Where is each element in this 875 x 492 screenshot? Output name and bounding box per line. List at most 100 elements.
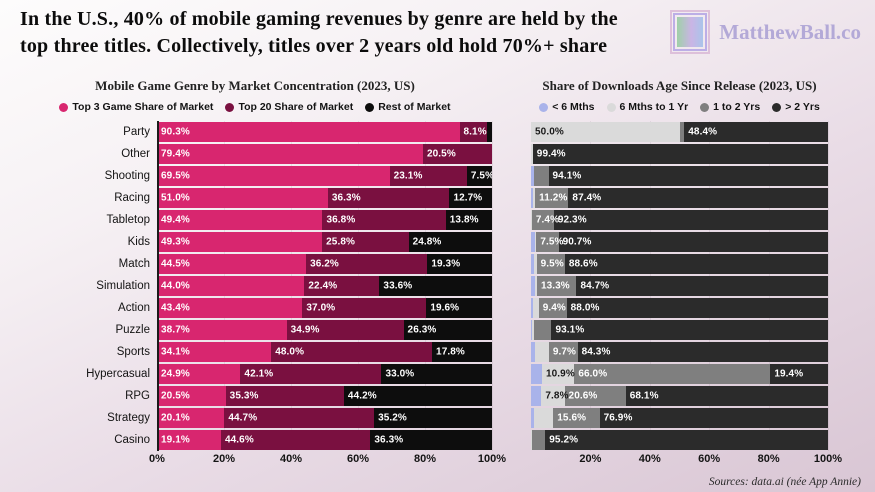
bar-value-label: 9.4% <box>542 302 566 314</box>
bar-track: 9.7% 84.3% <box>531 342 828 362</box>
bar-segment: 22.4% <box>304 276 380 296</box>
bar-value-label: 88.0% <box>570 302 600 314</box>
bar-segment: 44.5% <box>157 254 307 274</box>
x-axis-tick-label: 60% <box>346 453 370 465</box>
category-label: Party <box>123 126 150 138</box>
category-label: Hypercasual <box>86 368 150 380</box>
bar-value-label: 7.5% <box>470 170 492 182</box>
bar-track: 34.1% 48.0% 17.8% <box>157 342 492 362</box>
bar-segment: 93.1% <box>551 320 828 340</box>
bar-segment <box>531 254 534 274</box>
bar-row: Tabletop 49.4% 36.8% 13.8% <box>18 209 492 231</box>
bar-segment <box>534 276 537 296</box>
bar-value-label: 44.0% <box>161 280 190 292</box>
bar-value-label: 15.6% <box>557 412 587 424</box>
legend-swatch-icon <box>772 102 782 112</box>
bar-value-label: 94.1% <box>552 170 582 182</box>
bar-value-label: 84.7% <box>580 280 610 292</box>
bar-row: Party 90.3% 8.1% <box>18 121 492 143</box>
bar-segment: 15.6% <box>553 408 600 428</box>
bar-track: 79.4% 20.5% <box>157 144 492 164</box>
bar-segment: 9.5% <box>536 254 565 274</box>
bar-row: Kids 49.3% 25.8% 24.8% <box>18 231 492 253</box>
bar-segment: 33.0% <box>381 364 492 384</box>
bar-track: 44.0% 22.4% 33.6% <box>157 276 492 296</box>
bar-value-label: 95.2% <box>549 434 579 446</box>
bar-segment: 24.8% <box>408 232 492 252</box>
legend-item: 1 to 2 Yrs <box>700 101 760 113</box>
bar-value-label: 13.8% <box>449 214 479 226</box>
bar-track: 11.2% 87.4% <box>531 188 828 208</box>
bar-segment: 35.3% <box>225 386 344 406</box>
x-axis-tick-label: 100% <box>477 453 507 465</box>
legend-label: 1 to 2 Yrs <box>713 101 761 113</box>
bar-segment <box>531 430 546 450</box>
source-attribution: Sources: data.ai (née App Annie) <box>708 476 861 488</box>
bar-segment <box>533 188 536 208</box>
legend-swatch-icon <box>539 102 549 112</box>
logo-inner-frame <box>673 13 708 51</box>
bar-segment: 44.2% <box>343 386 492 406</box>
bar-track: 20.5% 35.3% 44.2% <box>157 386 492 406</box>
bar-segment: 33.6% <box>379 276 492 296</box>
brand-logo-icon <box>670 10 711 54</box>
bar-row: Hypercasual 24.9% 42.1% 33.0% <box>18 363 492 385</box>
bar-value-label: 11.2% <box>539 192 568 204</box>
x-axis-tick-label: 0% <box>149 453 165 465</box>
bar-value-label: 76.9% <box>603 412 633 424</box>
bar-segment: 44.7% <box>224 408 375 428</box>
bar-row: 94.1% <box>531 165 828 187</box>
legend-swatch-icon <box>59 102 69 112</box>
bar-value-label: 19.4% <box>774 368 804 380</box>
bar-row: 10.9% 66.0% 19.4% <box>531 363 828 385</box>
x-axis-tick-label: 80% <box>413 453 437 465</box>
bar-value-label: 90.3% <box>161 126 190 138</box>
bar-value-label: 88.6% <box>568 258 598 270</box>
bar-segment: 36.2% <box>306 254 428 274</box>
bar-track: 9.5% 88.6% <box>531 254 828 274</box>
x-axis-tick-label: 100% <box>813 453 843 465</box>
bar-value-label: 92.3% <box>557 214 587 226</box>
category-label: Puzzle <box>115 324 150 336</box>
bar-value-label: 35.3% <box>229 390 259 402</box>
bar-segment: 66.0% <box>574 364 771 384</box>
bar-value-label: 34.9% <box>290 324 320 336</box>
bar-segment <box>534 232 537 252</box>
bar-segment: 36.3% <box>370 430 492 450</box>
bar-segment: 38.7% <box>157 320 287 340</box>
bar-segment: 99.4% <box>532 144 828 164</box>
bar-segment <box>531 276 535 296</box>
bar-track: 49.4% 36.8% 13.8% <box>157 210 492 230</box>
bar-value-label: 19.1% <box>161 434 190 446</box>
category-label: Kids <box>127 236 150 248</box>
category-label: Action <box>118 302 150 314</box>
bar-track: 44.5% 36.2% 19.3% <box>157 254 492 274</box>
x-axis-tick-label: 40% <box>279 453 303 465</box>
bar-segment: 11.2% <box>535 188 569 208</box>
bar-segment: 69.5% <box>157 166 390 186</box>
legend-item: > 2 Yrs <box>772 101 820 113</box>
bar-value-label: 24.9% <box>161 368 190 380</box>
bar-segment: 37.0% <box>302 298 427 318</box>
legend-item: Top 3 Game Share of Market <box>59 101 213 113</box>
bar-track: 94.1% <box>531 166 828 186</box>
bar-segment: 8.1% <box>459 122 487 142</box>
bar-value-label: 25.8% <box>326 236 355 248</box>
bar-segment: 19.6% <box>426 298 492 318</box>
bar-value-label: 20.5% <box>161 390 190 402</box>
bar-value-label: 42.1% <box>244 368 274 380</box>
bar-row: 50.0% 48.4% <box>531 121 828 143</box>
bar-segment: 76.9% <box>599 408 828 428</box>
bar-segment <box>531 188 534 208</box>
bar-segment: 51.0% <box>157 188 328 208</box>
bar-row: 9.5% 88.6% <box>531 253 828 275</box>
bar-segment <box>531 232 535 252</box>
bar-segment: 36.3% <box>327 188 450 208</box>
bar-track: 20.1% 44.7% 35.2% <box>157 408 492 428</box>
bar-value-label: 34.1% <box>161 346 190 358</box>
bar-value-label: 19.3% <box>431 258 461 270</box>
bar-segment: 35.2% <box>374 408 492 428</box>
legend-swatch-icon <box>606 102 616 112</box>
bar-segment <box>486 122 492 142</box>
bar-segment <box>531 364 542 384</box>
